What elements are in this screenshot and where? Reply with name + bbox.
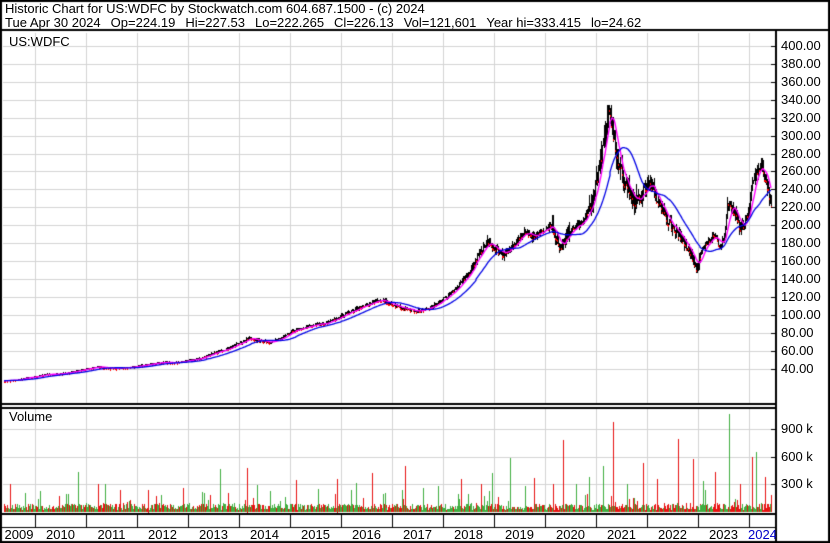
price-axis-label: 380.00 xyxy=(781,55,821,71)
price-axis-label: 220.00 xyxy=(781,199,821,215)
price-axis-label: 180.00 xyxy=(781,235,821,251)
quote-date: Tue Apr 30 2024 xyxy=(5,15,101,30)
year-label: 2016 xyxy=(352,527,381,542)
price-axis-label: 320.00 xyxy=(781,109,821,125)
chart-title: Historic Chart for US:WDFC by Stockwatch… xyxy=(5,1,425,16)
price-axis-label: 100.00 xyxy=(781,306,821,322)
price-axis-label: 200.00 xyxy=(781,217,821,233)
quote-year-lo: lo=24.62 xyxy=(590,15,642,30)
price-axis-label: 300.00 xyxy=(781,127,821,143)
quote-high: Hi=227.53 xyxy=(185,15,245,30)
volume-panel-label: Volume xyxy=(9,409,53,424)
price-axis-label: 80.00 xyxy=(781,324,814,340)
year-label: 2019 xyxy=(505,527,534,542)
year-label: 2009 xyxy=(4,527,34,542)
price-axis-label: 40.00 xyxy=(781,360,814,376)
price-axis-label: 120.00 xyxy=(781,288,821,304)
quote-line: Tue Apr 30 2024 Op=224.19 Hi=227.53 Lo=222.… xyxy=(5,16,651,30)
quote-close: Cl=226.13 xyxy=(334,15,394,30)
price-axis-label: 360.00 xyxy=(781,73,821,89)
volume-axis-label: 300 k xyxy=(781,476,813,491)
price-axis-label: 260.00 xyxy=(781,163,821,179)
year-label: 2014 xyxy=(250,527,279,542)
year-label: 2021 xyxy=(607,527,636,542)
volume-axis-label: 900 k xyxy=(781,421,813,436)
price-axis-label: 140.00 xyxy=(781,270,821,286)
price-axis-label: 160.00 xyxy=(781,253,821,269)
price-axis-label: 240.00 xyxy=(781,181,821,197)
year-label: 2022 xyxy=(658,527,687,542)
price-axis-label: 400.00 xyxy=(781,38,821,53)
year-label: 2015 xyxy=(301,527,330,542)
year-label: 2018 xyxy=(454,527,483,542)
year-axis: 2009 2010 2011 2012 2013 2014 2015 2016 2017 2018… xyxy=(4,527,776,542)
year-label: 2024 xyxy=(748,527,776,542)
quote-open: Op=224.19 xyxy=(110,15,176,30)
price-axis-label: 60.00 xyxy=(781,342,814,358)
year-label: 2011 xyxy=(97,527,126,542)
symbol-label: US:WDFC xyxy=(9,34,70,49)
year-label: 2020 xyxy=(556,527,585,542)
quote-volume: Vol=121,601 xyxy=(403,15,477,30)
quote-year-hi: Year hi=333.415 xyxy=(486,15,581,30)
volume-axis-label: 600 k xyxy=(781,448,813,464)
price-axis-label: 340.00 xyxy=(781,91,821,107)
price-axis-label: 280.00 xyxy=(781,145,821,161)
year-label: 2010 xyxy=(46,527,75,542)
year-label: 2013 xyxy=(199,527,228,542)
quote-low: Lo=222.265 xyxy=(255,15,325,30)
year-label: 2017 xyxy=(403,527,432,542)
year-label: 2012 xyxy=(148,527,177,542)
year-label: 2023 xyxy=(709,527,738,542)
